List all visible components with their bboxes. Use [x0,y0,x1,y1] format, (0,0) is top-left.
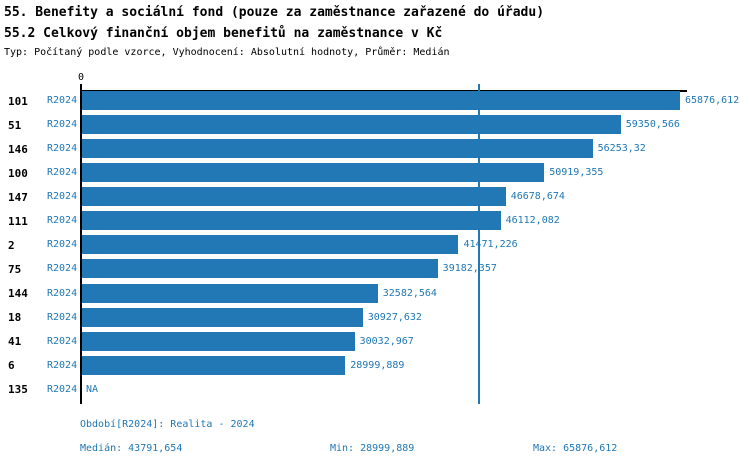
bar-value-label: 46678,674 [510,191,565,203]
bar [82,283,378,303]
bar-value-label: 59350,566 [625,119,680,131]
y-axis-line [80,90,82,404]
bar-value-label: 30927,632 [367,311,422,323]
bar [82,259,438,279]
category-label: 146 [8,142,28,156]
x-axis-zero-tick-label: 0 [77,72,85,83]
na-value-label: NA [86,383,99,395]
series-period-label: R2024 [47,263,78,275]
bar-value-label: 65876,612 [685,95,740,106]
footer-median-label: Medián: 43791,654 [80,443,183,454]
series-period-label: R2024 [47,167,78,179]
category-label: 100 [8,166,28,180]
bar-value-label: 46112,082 [505,215,560,227]
bar-value-label: 50919,355 [549,167,604,179]
category-label: 2 [8,238,15,252]
bar [82,115,621,135]
x-axis-tick-mark [80,84,82,91]
bar-value-label: 39182,357 [442,263,497,275]
chart-settings-subtitle: Typ: Počítaný podle vzorce, Vyhodnocení:… [4,47,450,58]
bar [82,235,459,255]
category-label: 51 [8,118,22,132]
series-period-label: R2024 [47,95,78,106]
bar [82,139,593,159]
bar-value-label: 56253,32 [597,143,646,155]
bar-value-label: 30032,967 [359,335,414,347]
category-label: 111 [8,214,28,228]
series-period-label: R2024 [47,239,78,251]
median-reference-line [477,84,480,404]
category-label: 101 [8,94,28,108]
footer-min-label: Min: 28999,889 [330,443,415,454]
series-period-label: R2024 [47,383,78,395]
bar [82,91,680,110]
bar [82,307,363,327]
series-period-label: R2024 [47,287,78,299]
bar [82,331,355,351]
series-period-label: R2024 [47,143,78,155]
bar [82,187,506,207]
bar-value-label: 28999,889 [350,359,405,371]
chart-title-line1: 55. Benefity a sociální fond (pouze za z… [4,5,545,20]
category-label: 41 [8,335,22,349]
category-label: 18 [8,311,22,325]
series-period-label: R2024 [47,215,78,227]
bar [82,211,501,231]
series-period-label: R2024 [47,119,78,131]
bar-value-label: 41471,226 [463,239,518,251]
bar [82,355,346,375]
series-period-label: R2024 [47,359,78,371]
category-label: 144 [8,287,28,301]
footer-period-label: Období[R2024]: Realita - 2024 [80,419,255,430]
bar [82,163,545,183]
category-label: 6 [8,359,15,373]
category-label: 135 [8,383,28,397]
footer-max-label: Max: 65876,612 [533,443,618,454]
series-period-label: R2024 [47,311,78,323]
series-period-label: R2024 [47,335,78,347]
bar-value-label: 32582,564 [382,287,437,299]
category-label: 147 [8,190,28,204]
series-period-label: R2024 [47,191,78,203]
category-label: 75 [8,262,22,276]
chart-title-line2: 55.2 Celkový finanční objem benefitů na … [4,26,443,41]
